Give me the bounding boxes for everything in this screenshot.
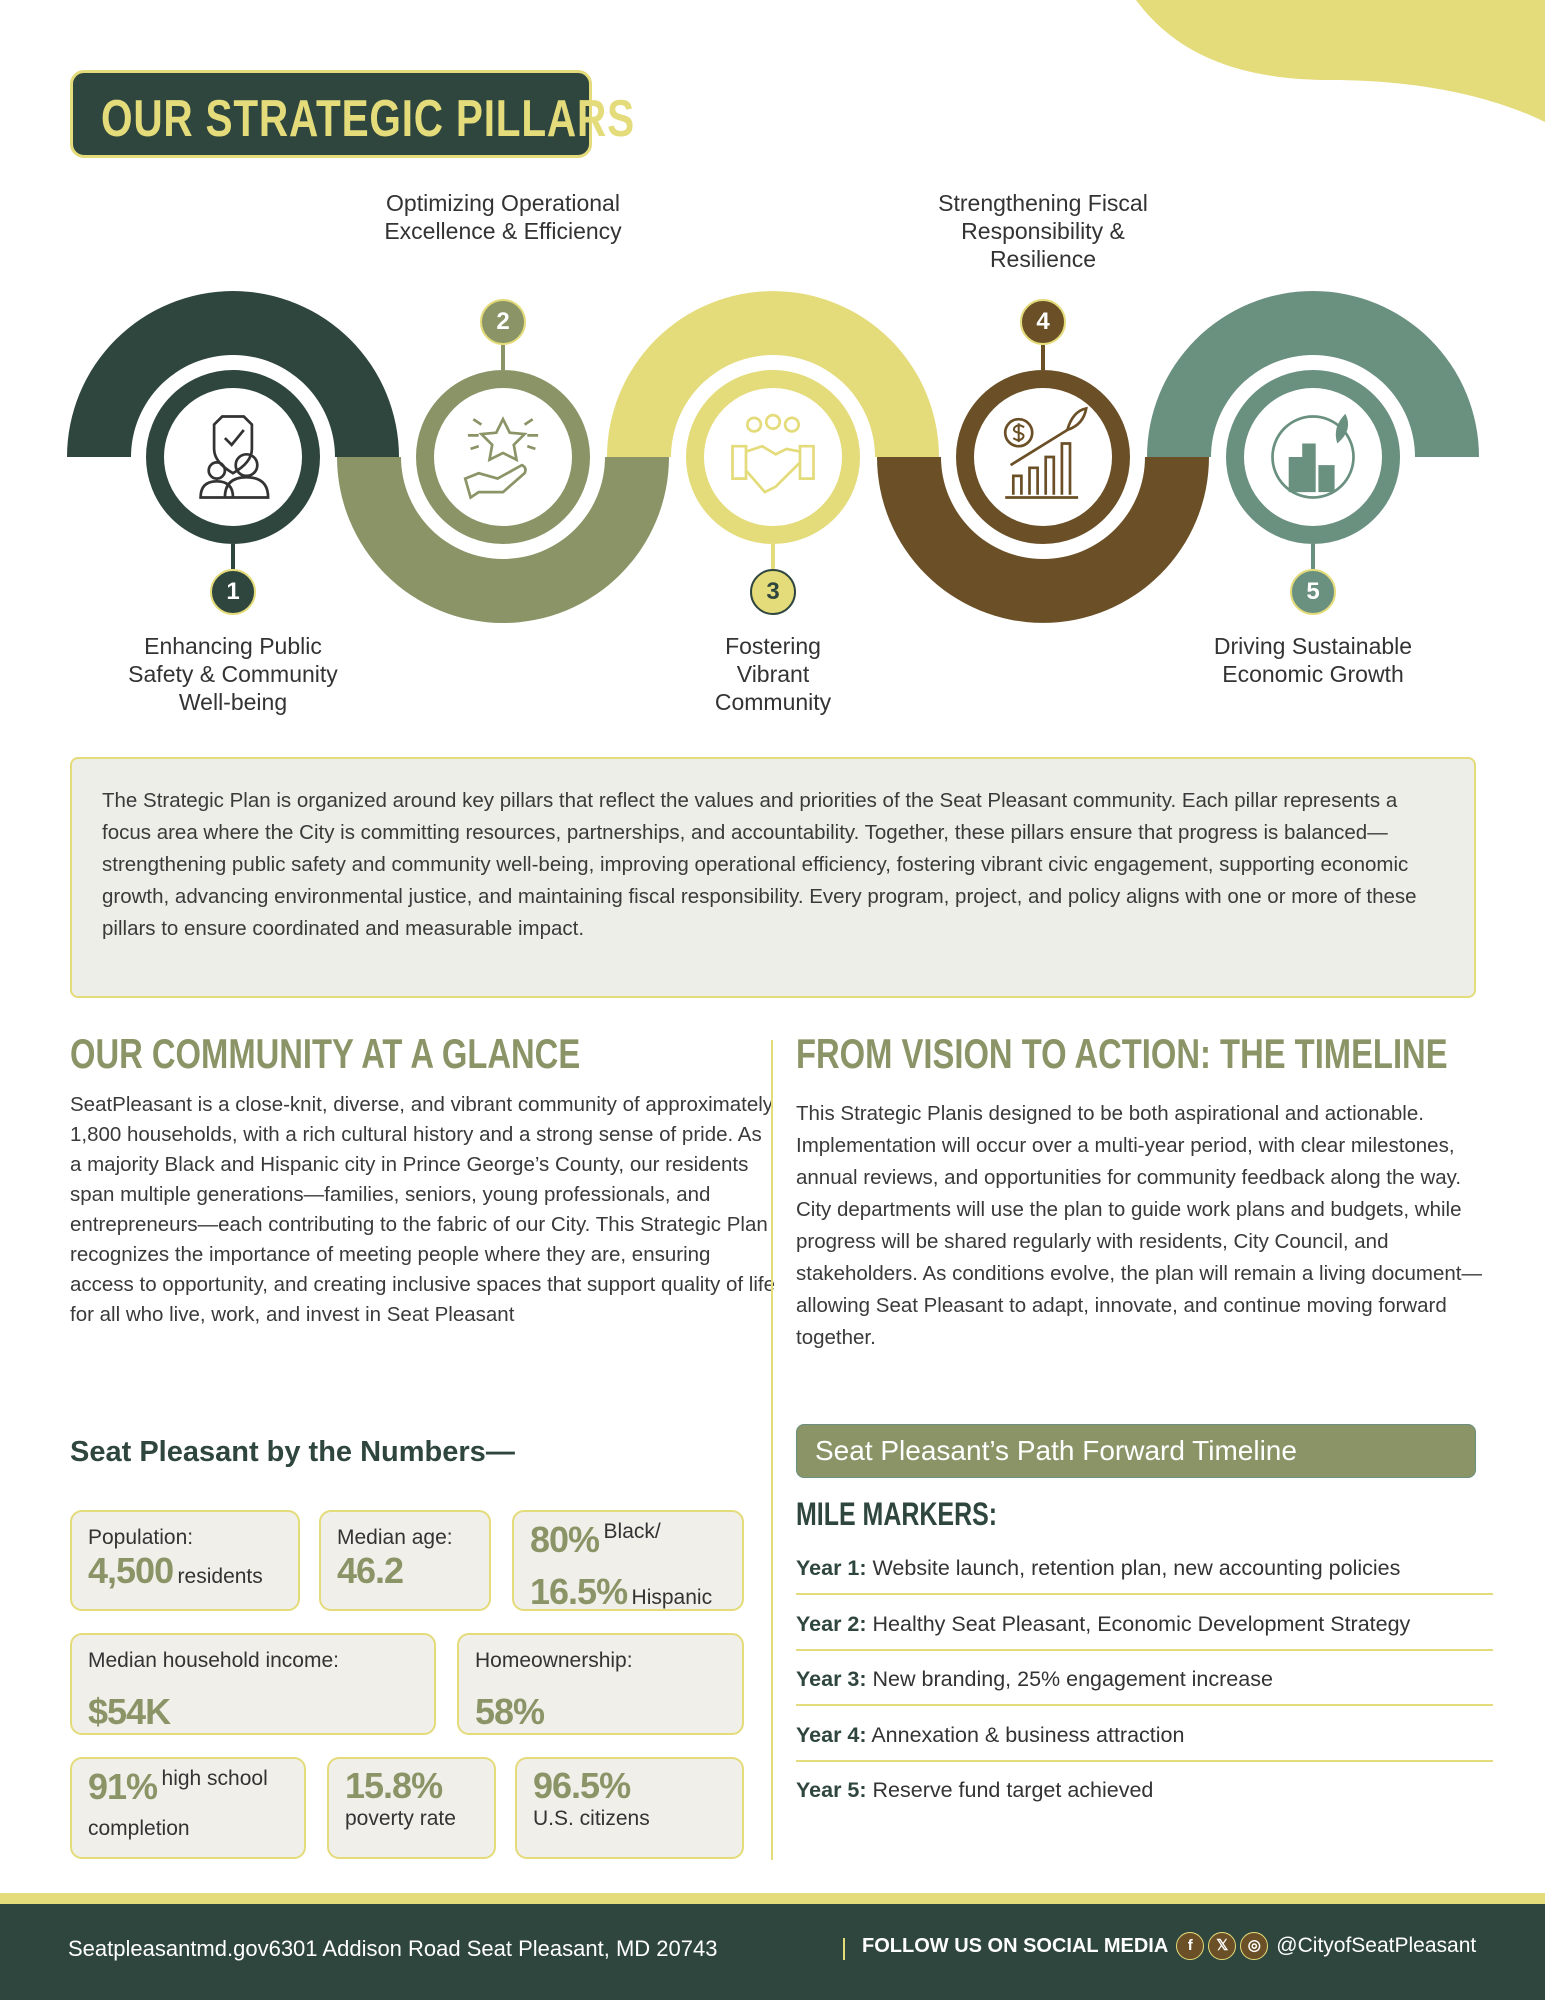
mile-marker-item: Year 1: Website launch, retention plan, … — [796, 1556, 1493, 1595]
year-label: Year 5: — [796, 1778, 867, 1802]
instagram-icon[interactable]: ◎ — [1240, 1932, 1269, 1960]
stat-card-homeownership: Homeownership: 58% — [457, 1633, 744, 1735]
website-link[interactable]: Seatpleasantmd.gov — [68, 1936, 269, 1961]
numbers-heading: Seat Pleasant by the Numbers— — [70, 1436, 515, 1468]
pillar-label: Fostering Vibrant Community — [714, 633, 832, 715]
stat-label: Median age: — [337, 1526, 453, 1549]
year-text: Healthy Seat Pleasant, Economic Developm… — [872, 1611, 1411, 1636]
stat-value: $54K — [88, 1691, 171, 1732]
stat-value: 16.5% — [530, 1571, 628, 1612]
hand-star-icon — [463, 416, 539, 500]
stat-unit: residents — [177, 1565, 263, 1588]
footer-stripe — [0, 1893, 1545, 1904]
facebook-icon[interactable]: f — [1176, 1932, 1205, 1960]
stat-value: 96.5% — [533, 1765, 631, 1806]
community-heading: OUR COMMUNITY AT A GLANCE — [70, 1030, 581, 1077]
column-divider — [771, 1040, 773, 1860]
stat-card-median-age: Median age: 46.2 — [319, 1510, 491, 1611]
stat-card-income: Median household income: $54K — [70, 1633, 436, 1735]
year-label: Year 4: — [796, 1722, 867, 1747]
stat-label: Median household income: — [88, 1649, 339, 1672]
pillar-arc-4 — [877, 457, 1209, 623]
pillar-arc-2 — [337, 457, 669, 623]
footer: Seatpleasantmd.gov6301 Addison Road Seat… — [0, 1904, 1545, 2000]
stat-card-population: Population: 4,500 residents — [70, 1510, 300, 1611]
stat-value: 80% — [530, 1519, 600, 1560]
stat-card-highschool: 91% high school completion — [70, 1757, 306, 1859]
stat-card-poverty: 15.8% poverty rate — [327, 1757, 496, 1859]
stat-value: 58% — [475, 1691, 545, 1732]
year-text: New branding, 25% engagement increase — [872, 1667, 1273, 1691]
pillar-number-badge: 4 — [1020, 299, 1066, 345]
stat-card-citizens: 96.5% U.S. citizens — [515, 1757, 744, 1859]
pillar-ring-3 — [686, 370, 860, 544]
pillar-label: Optimizing Operational Excellence & Effi… — [384, 190, 622, 244]
follow-label: FOLLOW US ON SOCIAL MEDIA — [862, 1934, 1169, 1957]
green-city-icon — [1271, 413, 1355, 499]
year-label: Year 3: — [796, 1667, 867, 1691]
pillar-number-badge: 2 — [480, 299, 526, 345]
year-text: Reserve fund target achieved — [872, 1778, 1154, 1802]
year-label: Year 1: — [796, 1556, 867, 1580]
mile-marker-item: Year 5: Reserve fund target achieved — [796, 1778, 1493, 1815]
pillar-label: Strengthening Fiscal Responsibility & Re… — [938, 190, 1148, 272]
timeline-bar: Seat Pleasant’s Path Forward Timeline — [796, 1424, 1476, 1478]
mile-marker-item: Year 4: Annexation & business attraction — [796, 1723, 1493, 1762]
mile-marker-item: Year 3: New branding, 25% engagement inc… — [796, 1667, 1493, 1706]
handshake-community-icon — [731, 413, 815, 494]
pillar-arc-1 — [67, 291, 399, 457]
pillar-number-badge: 1 — [210, 569, 256, 615]
intro-text: The Strategic Plan is organized around k… — [102, 789, 1417, 940]
section-title-box: OUR STRATEGIC PILLARS — [70, 70, 634, 158]
social-handle[interactable]: @CityofSeatPleasant — [1276, 1934, 1477, 1957]
address: 6301 Addison Road Seat Pleasant, MD 2074… — [268, 1936, 718, 1961]
pillar-number-badge: 5 — [1290, 569, 1336, 615]
pillar-arc-3 — [607, 291, 939, 457]
stat-value: 46.2 — [337, 1550, 404, 1591]
community-text: SeatPleasant is a close-knit, diverse, a… — [70, 1093, 775, 1326]
stat-label: U.S. citizens — [533, 1807, 650, 1830]
pillar-label: Enhancing Public Safety & Community Well… — [128, 633, 338, 715]
stat-label: Homeownership: — [475, 1649, 633, 1672]
stat-label: completion — [88, 1817, 190, 1840]
intro-text-box: The Strategic Plan is organized around k… — [70, 757, 1476, 998]
stat-label: Black/ — [603, 1520, 661, 1543]
pillar-ring-4 — [956, 370, 1130, 544]
mile-markers-heading: MILE MARKERS: — [796, 1496, 998, 1532]
stat-value: 4,500 — [88, 1550, 174, 1591]
pillar-arc-5 — [1147, 291, 1479, 457]
stat-card-race: 80% Black/ 16.5% Hispanic — [512, 1510, 744, 1612]
mile-marker-item: Year 2: Healthy Seat Pleasant, Economic … — [796, 1612, 1493, 1651]
x-icon[interactable]: 𝕏 — [1208, 1932, 1237, 1960]
year-text: Annexation & business attraction — [871, 1722, 1185, 1747]
year-text: Website launch, retention plan, new acco… — [872, 1556, 1401, 1580]
pillar-ring-2 — [416, 370, 590, 544]
page-title: OUR STRATEGIC PILLARS — [101, 90, 635, 148]
stat-value: 91% — [88, 1766, 158, 1807]
stat-value: 15.8% — [345, 1765, 443, 1806]
shield-people-icon — [199, 415, 270, 499]
timeline-text: This Strategic Planis designed to be bot… — [796, 1102, 1482, 1349]
stat-label: Population: — [88, 1526, 194, 1549]
pillars-graphic — [67, 291, 1479, 623]
stat-label: poverty rate — [345, 1807, 456, 1830]
pillar-ring-1 — [146, 370, 320, 544]
pillar-label: Driving Sustainable Economic Growth — [1213, 633, 1413, 687]
decorative-corner-shape — [1136, 0, 1545, 122]
year-label: Year 2: — [796, 1611, 867, 1636]
stat-label: high school — [161, 1767, 268, 1790]
stat-label: Hispanic — [631, 1586, 713, 1609]
footer-divider — [843, 1938, 845, 1960]
pillar-number-badge: 3 — [750, 569, 796, 615]
finance-growth-icon — [1003, 406, 1088, 499]
timeline-heading: FROM VISION TO ACTION: THE TIMELINE — [796, 1030, 1448, 1077]
